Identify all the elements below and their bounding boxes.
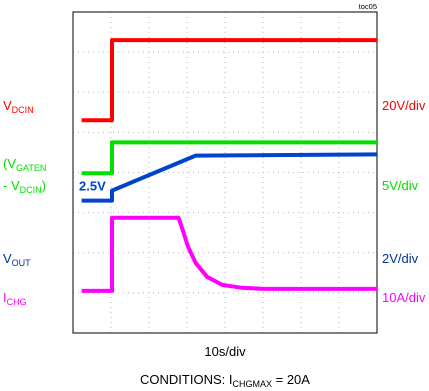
series-name-vgaten-line2: - VDCIN) xyxy=(3,178,46,195)
conditions-label: CONDITIONS: ICHGMAX = 20A xyxy=(140,372,310,389)
series-name-vout: VOUT xyxy=(3,251,31,268)
series-name-ichg: ICHG xyxy=(3,290,27,307)
traces xyxy=(81,38,378,293)
series-scale-vgaten: 5V/div xyxy=(382,178,419,193)
trace-ichg xyxy=(81,215,377,293)
trace-vdcin xyxy=(81,38,377,123)
x-scale-label: 10s/div xyxy=(204,344,246,359)
vout-annotation-background xyxy=(77,178,110,194)
series-scale-vdcin: 20V/div xyxy=(382,98,426,113)
figure-id: toc05 xyxy=(359,2,377,11)
series-name-vgaten-line1: (VGATEN xyxy=(3,156,46,173)
series-name-vdcin: VDCIN xyxy=(3,98,34,115)
vout-level-annotation: 2.5V xyxy=(79,179,106,194)
series-scale-vout: 2V/div xyxy=(382,251,419,266)
plot-frame xyxy=(72,11,378,334)
series-scale-ichg: 10A/div xyxy=(382,290,426,305)
trace-vout xyxy=(81,152,378,203)
trace-vgaten xyxy=(81,140,377,176)
grid xyxy=(73,12,377,333)
